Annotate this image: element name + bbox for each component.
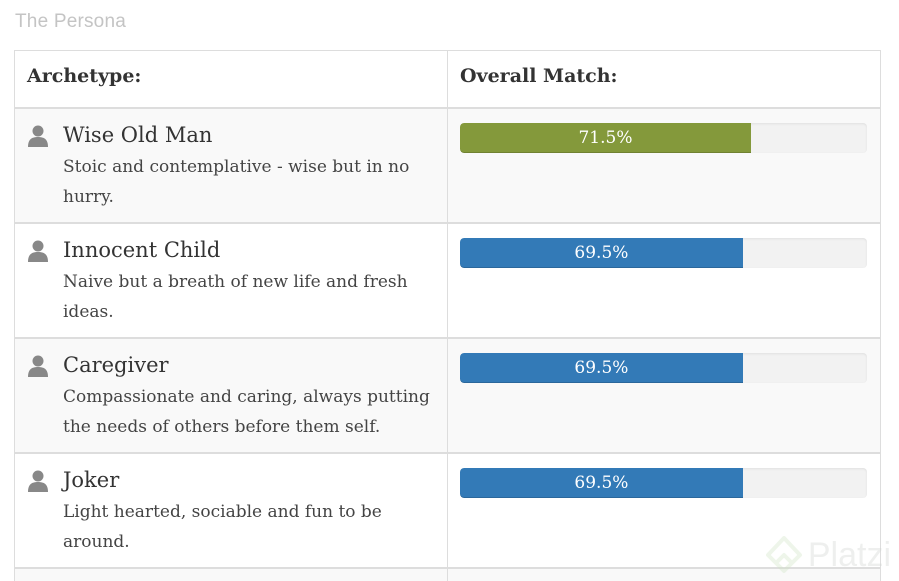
archetype-name: Caregiver <box>63 353 169 377</box>
archetype-cell: Joker Light hearted, sociable and fun to… <box>15 454 448 567</box>
watermark-text: Platzi <box>807 535 891 574</box>
match-progress: 69.5% <box>460 353 867 383</box>
page-title: The Persona <box>15 11 126 32</box>
match-cell: 69.5% <box>448 224 880 337</box>
platzi-logo-icon <box>765 536 802 573</box>
archetype-cell: Wise Old Man Stoic and contemplative - w… <box>15 109 448 222</box>
match-progress-bar: 69.5% <box>460 353 743 383</box>
header-archetype: Archetype: <box>15 51 448 107</box>
table-row: Caregiver Compassionate and caring, alwa… <box>15 339 880 454</box>
table-row: Innocent Child Naive but a breath of new… <box>15 224 880 339</box>
match-progress-bar: 71.5% <box>460 123 751 153</box>
archetype-cell: Caregiver Compassionate and caring, alwa… <box>15 339 448 452</box>
header-overall-match: Overall Match: <box>460 65 618 87</box>
match-cell: 71.5% <box>448 109 880 222</box>
table-header: Archetype: Overall Match: <box>15 51 880 109</box>
match-progress: 69.5% <box>460 238 867 268</box>
archetype-description: Compassionate and caring, always putting… <box>63 387 430 437</box>
table-row-partial <box>15 569 880 581</box>
archetype-description: Stoic and contemplative - wise but in no… <box>63 157 410 207</box>
archetype-name: Wise Old Man <box>63 123 213 147</box>
match-progress: 69.5% <box>460 468 867 498</box>
table-row: Joker Light hearted, sociable and fun to… <box>15 454 880 569</box>
user-icon <box>28 240 48 262</box>
persona-table: Archetype: Overall Match: Wise Old Man S… <box>14 50 881 581</box>
match-progress-bar: 69.5% <box>460 468 743 498</box>
match-progress: 71.5% <box>460 123 867 153</box>
archetype-name: Joker <box>63 468 120 492</box>
match-cell: 69.5% <box>448 339 880 452</box>
archetype-description: Naive but a breath of new life and fresh… <box>63 272 408 322</box>
user-icon <box>28 470 48 492</box>
match-progress-bar: 69.5% <box>460 238 743 268</box>
table-row: Wise Old Man Stoic and contemplative - w… <box>15 109 880 224</box>
archetype-name: Innocent Child <box>63 238 221 262</box>
archetype-cell: Innocent Child Naive but a breath of new… <box>15 224 448 337</box>
watermark: Platzi <box>764 535 891 575</box>
user-icon <box>28 125 48 147</box>
match-cell: 69.5% <box>448 454 880 567</box>
user-icon <box>28 355 48 377</box>
archetype-description: Light hearted, sociable and fun to be ar… <box>63 502 382 552</box>
